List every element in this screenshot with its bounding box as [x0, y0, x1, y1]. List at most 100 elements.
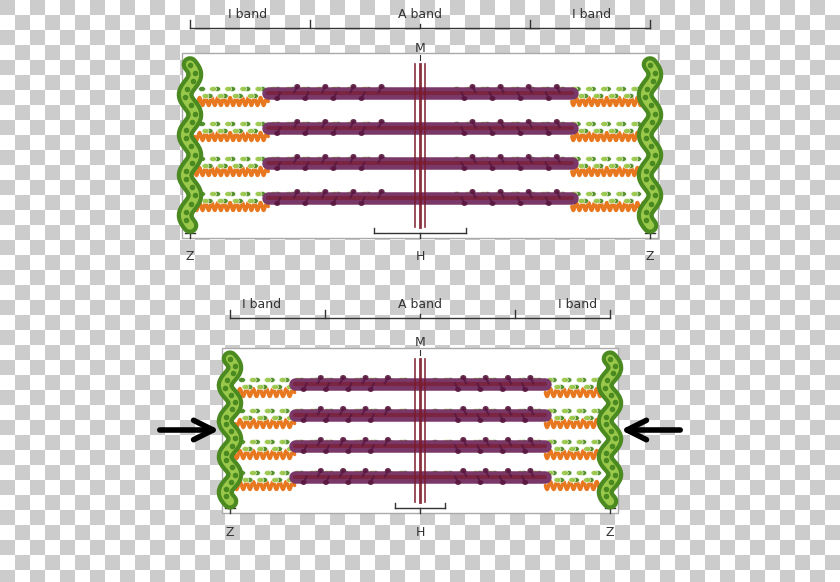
Bar — [615, 465, 630, 480]
Bar — [15, 270, 30, 285]
Ellipse shape — [465, 87, 471, 91]
Bar — [690, 435, 705, 450]
Ellipse shape — [535, 470, 543, 475]
Bar — [690, 45, 705, 60]
Bar — [180, 480, 195, 495]
Bar — [525, 450, 540, 465]
Bar — [525, 555, 540, 570]
Bar — [195, 75, 210, 90]
Bar — [240, 480, 255, 495]
Bar — [390, 345, 405, 360]
Bar — [615, 285, 630, 300]
Bar — [210, 300, 225, 315]
Ellipse shape — [386, 378, 393, 382]
Ellipse shape — [623, 129, 631, 133]
Bar — [195, 315, 210, 330]
Bar — [795, 225, 810, 240]
Bar — [390, 45, 405, 60]
Ellipse shape — [619, 87, 627, 91]
Ellipse shape — [589, 87, 596, 91]
Bar — [270, 540, 285, 555]
Bar — [120, 330, 135, 345]
Bar — [60, 435, 75, 450]
Bar — [135, 105, 150, 120]
Bar — [450, 15, 465, 30]
Bar — [75, 45, 90, 60]
Bar — [360, 150, 375, 165]
Bar — [405, 285, 420, 300]
Bar — [660, 255, 675, 270]
Ellipse shape — [564, 439, 572, 445]
Ellipse shape — [257, 477, 264, 482]
Ellipse shape — [537, 164, 543, 169]
Bar — [525, 75, 540, 90]
Bar — [330, 180, 345, 195]
Ellipse shape — [323, 449, 329, 454]
Ellipse shape — [309, 470, 316, 475]
Bar — [165, 360, 180, 375]
Bar — [795, 240, 810, 255]
Bar — [360, 270, 375, 285]
Bar — [510, 15, 525, 30]
Bar — [645, 255, 660, 270]
Bar — [180, 375, 195, 390]
Bar — [810, 270, 825, 285]
Bar — [630, 330, 645, 345]
Bar — [285, 555, 300, 570]
Bar — [810, 0, 825, 15]
Bar — [150, 510, 165, 525]
Bar — [735, 315, 750, 330]
Bar — [15, 315, 30, 330]
Bar — [360, 330, 375, 345]
Bar — [660, 360, 675, 375]
Bar — [300, 240, 315, 255]
Bar — [30, 240, 45, 255]
Bar — [405, 0, 420, 15]
Bar — [675, 390, 690, 405]
Bar — [210, 570, 225, 582]
Bar — [285, 165, 300, 180]
Ellipse shape — [589, 157, 596, 161]
Bar — [630, 405, 645, 420]
Text: M: M — [415, 336, 425, 350]
Bar — [690, 315, 705, 330]
Ellipse shape — [291, 446, 297, 452]
Ellipse shape — [454, 416, 461, 421]
Ellipse shape — [357, 198, 364, 204]
Bar — [90, 300, 105, 315]
Ellipse shape — [334, 477, 342, 482]
Bar — [465, 345, 480, 360]
Bar — [645, 105, 660, 120]
Bar — [105, 570, 120, 582]
Ellipse shape — [221, 94, 228, 98]
Bar — [720, 300, 735, 315]
Bar — [735, 525, 750, 540]
Bar — [30, 315, 45, 330]
Bar — [735, 15, 750, 30]
Bar — [495, 15, 510, 30]
Bar — [435, 135, 450, 150]
Bar — [345, 15, 360, 30]
Ellipse shape — [539, 446, 546, 452]
Bar — [555, 75, 570, 90]
Bar — [300, 180, 315, 195]
Bar — [135, 405, 150, 420]
Bar — [75, 30, 90, 45]
Bar — [120, 150, 135, 165]
Bar — [600, 375, 615, 390]
Bar — [585, 390, 600, 405]
Bar — [315, 15, 330, 30]
Bar — [615, 330, 630, 345]
Ellipse shape — [601, 122, 607, 126]
Bar — [180, 195, 195, 210]
Bar — [285, 135, 300, 150]
Bar — [0, 150, 15, 165]
Bar — [270, 525, 285, 540]
Ellipse shape — [209, 157, 217, 161]
Bar — [765, 180, 780, 195]
Bar — [540, 300, 555, 315]
Bar — [135, 30, 150, 45]
Bar — [15, 75, 30, 90]
Ellipse shape — [240, 157, 247, 161]
Bar — [540, 135, 555, 150]
